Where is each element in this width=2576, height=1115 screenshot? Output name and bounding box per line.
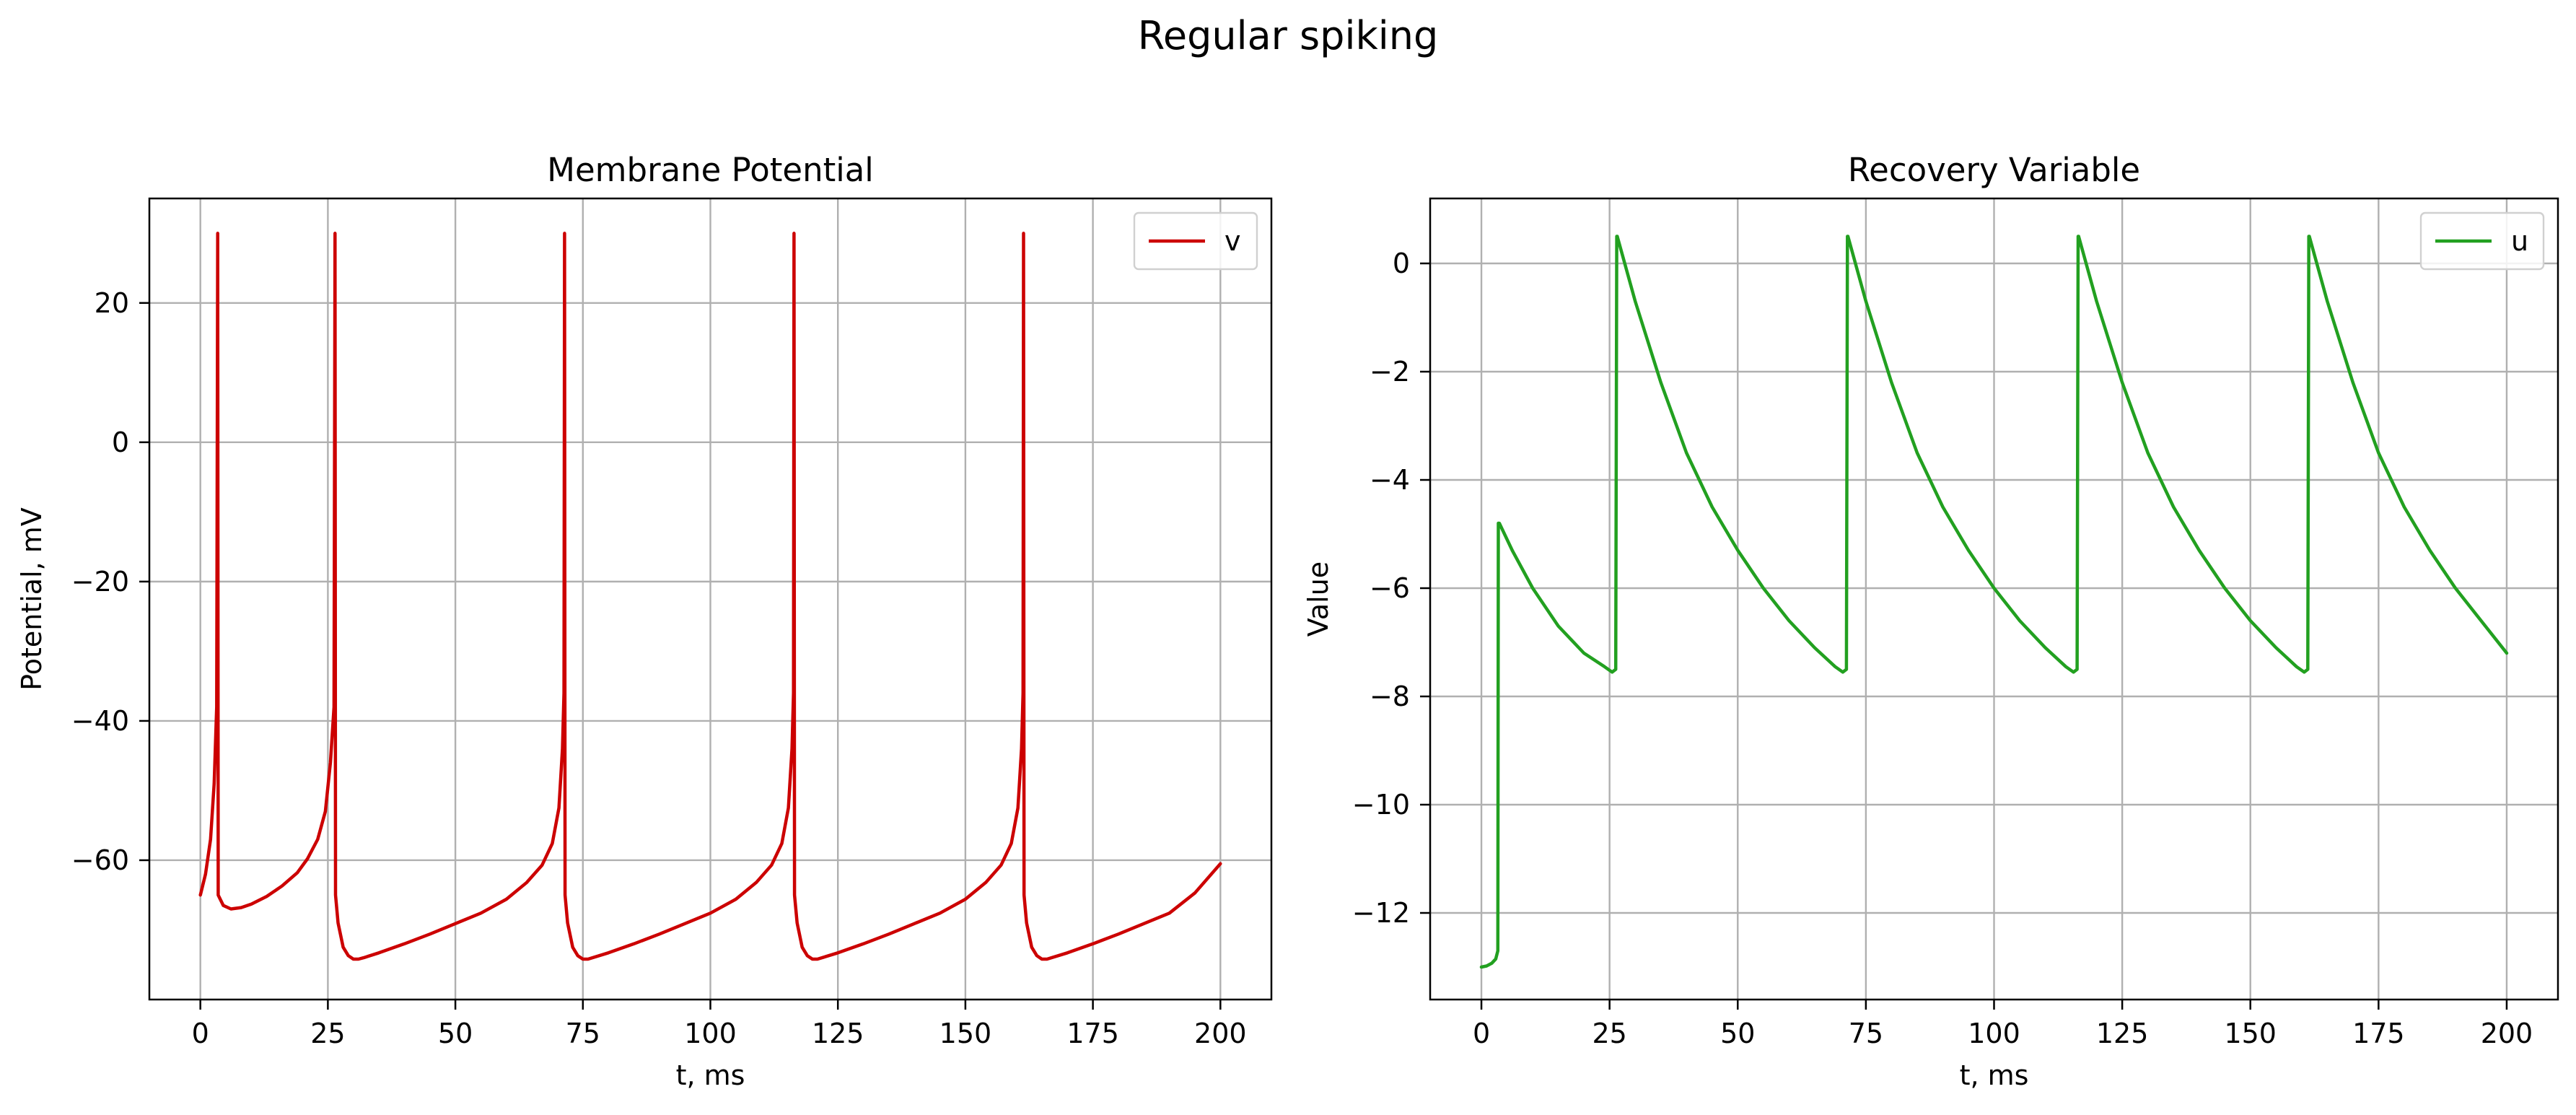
- membrane-potential-x-tick-label: 150: [939, 1018, 992, 1049]
- recovery-variable-y-tick-label: −12: [1352, 897, 1410, 929]
- recovery-variable-x-tick-label: 175: [2352, 1018, 2405, 1049]
- membrane-potential-x-axis-label: t, ms: [676, 1059, 745, 1091]
- recovery-variable-x-tick-label: 50: [1720, 1018, 1755, 1049]
- membrane-potential-x-tick-label: 125: [812, 1018, 864, 1049]
- recovery-variable-series-u-line: [1479, 235, 2509, 969]
- membrane-potential-title: Membrane Potential: [547, 151, 874, 189]
- recovery-variable-y-tick-label: −8: [1370, 681, 1410, 712]
- membrane-potential-x-tick-label: 25: [310, 1018, 345, 1049]
- recovery-variable-y-tick-label: −2: [1370, 356, 1410, 388]
- membrane-potential-x-tick-label: 175: [1066, 1018, 1119, 1049]
- recovery-variable-x-tick-label: 0: [1473, 1018, 1490, 1049]
- figure-suptitle: Regular spiking: [1138, 13, 1438, 58]
- membrane-potential-y-tick-label: 0: [112, 427, 129, 458]
- recovery-variable-legend: u: [2419, 211, 2545, 271]
- membrane-potential-y-tick-label: −60: [71, 844, 129, 876]
- recovery-variable-x-tick-label: 75: [1849, 1018, 1883, 1049]
- recovery-variable-x-axis-label: t, ms: [1960, 1059, 2029, 1091]
- membrane-potential-y-axis-label: Potential, mV: [16, 507, 48, 691]
- recovery-variable-x-tick-label: 200: [2481, 1018, 2533, 1049]
- recovery-variable-x-tick-label: 150: [2224, 1018, 2277, 1049]
- recovery-variable-y-tick-label: −4: [1370, 464, 1410, 496]
- membrane-potential-x-tick-label: 50: [438, 1018, 473, 1049]
- membrane-potential-panel: 0 25 50 75 100 125 150 175 200 −60 −40 −20 0 20 Membra…: [16, 151, 1273, 1091]
- membrane-potential-series-v-line: [198, 232, 1222, 961]
- membrane-potential-y-tick-label: −40: [71, 705, 129, 737]
- recovery-variable-legend-label-u: u: [2511, 225, 2528, 257]
- recovery-variable-x-tick-label: 125: [2096, 1018, 2149, 1049]
- recovery-variable-x-tick-label: 25: [1592, 1018, 1626, 1049]
- recovery-variable-y-tick-label: 0: [1393, 248, 1410, 279]
- recovery-variable-y-axis-label: Value: [1302, 561, 1334, 637]
- membrane-potential-y-tick-label: 20: [95, 287, 129, 319]
- membrane-potential-x-tick-label: 0: [192, 1018, 209, 1049]
- recovery-variable-panel: 0 25 50 75 100 125 150 175 200 −12 −10 −8 −6 −4 −2 0 Rec…: [1302, 151, 2559, 1091]
- recovery-variable-x-tick-label: 100: [1968, 1018, 2020, 1049]
- recovery-variable-title: Recovery Variable: [1848, 151, 2140, 189]
- membrane-potential-x-tick-label: 100: [684, 1018, 737, 1049]
- recovery-variable-y-tick-label: −6: [1370, 572, 1410, 604]
- membrane-potential-legend: v: [1133, 211, 1258, 271]
- membrane-potential-legend-label-v: v: [1225, 225, 1241, 257]
- membrane-potential-x-tick-label: 200: [1194, 1018, 1247, 1049]
- membrane-potential-y-tick-label: −20: [71, 566, 129, 598]
- membrane-potential-x-tick-label: 75: [566, 1018, 600, 1049]
- recovery-variable-y-tick-label: −10: [1352, 789, 1410, 821]
